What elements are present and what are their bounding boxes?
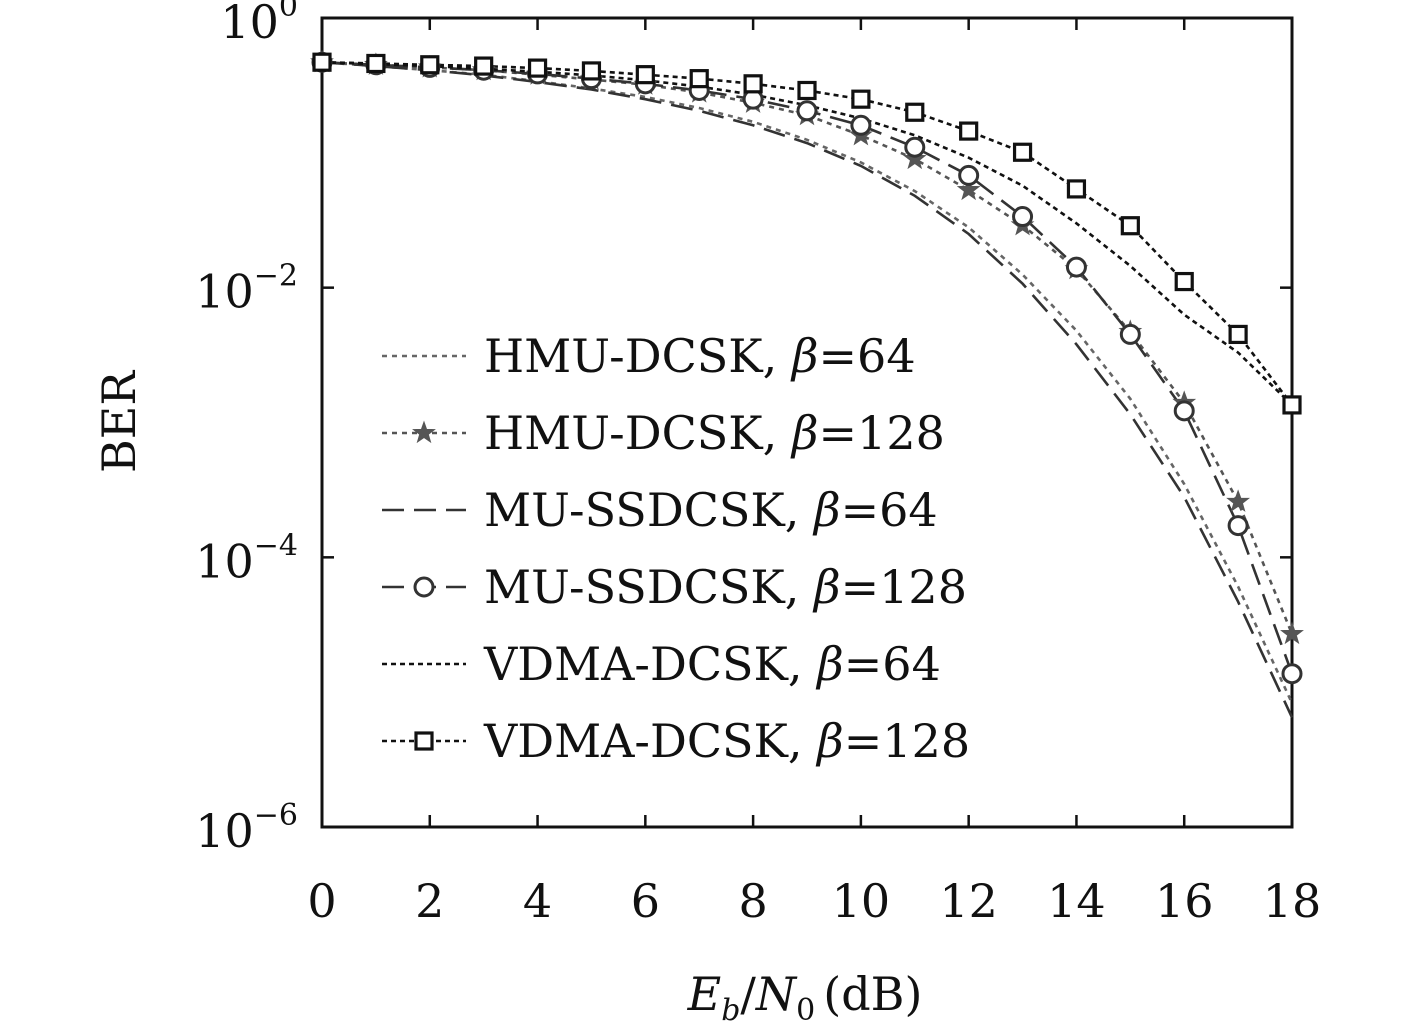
x-tick-label: 12 [939,874,998,928]
x-tick-label: 2 [415,874,444,928]
legend-label-6: VDMA-DCSK, β=128 [483,714,970,768]
legend: HMU-DCSK, β=64 HMU-DCSK, β=128 MU-SSDCSK, … [382,329,970,768]
data-point-square [743,74,763,94]
x-tick-label: 14 [1047,874,1106,928]
data-point-circle [1012,206,1034,228]
y-axis-title: BER [92,370,146,473]
data-point-circle [1173,400,1195,422]
data-point-square [1174,271,1194,292]
tick-marks [320,16,1294,829]
y-tick-labels: 100 10−2 10−4 10−6 [195,0,298,858]
data-point-star [1226,489,1251,512]
data-point-square [312,52,332,72]
series-lines [321,60,1294,718]
x-tick-label: 0 [307,874,336,928]
data-point-square [1282,395,1302,415]
series-markers [310,49,1304,685]
data-point-circle [1119,323,1141,345]
data-point-square [1228,324,1248,345]
y-tick-label: 10−4 [195,528,298,588]
legend-label-1: HMU-DCSK, β=64 [484,329,916,383]
data-point-square [414,731,434,751]
data-point-square [797,80,817,101]
data-point-circle [413,576,435,598]
y-tick-label: 10−6 [195,798,298,858]
data-point-star [902,146,927,170]
data-point-square [689,69,709,89]
legend-label-5: VDMA-DCSK, β=64 [483,637,941,691]
data-point-circle [904,136,926,158]
data-point-star [956,177,981,201]
legend-label-2: HMU-DCSK, β=128 [484,406,945,460]
data-point-circle [850,114,872,136]
x-axis-title-e: E [687,967,722,1021]
data-point-circle [958,164,980,186]
x-tick-label: 16 [1155,874,1214,928]
data-point-circle [1065,256,1087,278]
x-tick-label: 18 [1263,874,1322,928]
legend-label-4: MU-SSDCSK, β=128 [484,560,967,614]
x-axis-title-slash: / [740,967,756,1021]
data-point-star [412,420,436,444]
data-point-square [959,121,979,141]
data-point-square [366,53,386,74]
y-tick-label: 10−2 [195,259,298,319]
data-point-square [474,56,494,76]
x-axis-title-unit: (dB) [823,967,922,1021]
series-line-3 [321,60,1294,718]
x-tick-label: 4 [523,874,552,928]
data-point-square [1012,142,1033,162]
data-point-circle [796,100,818,122]
data-point-square [581,61,602,81]
x-tick-label: 10 [832,874,891,928]
data-point-square [635,65,655,85]
data-point-square [905,102,925,122]
data-point-square [1066,179,1087,199]
data-point-star [1280,621,1304,645]
data-point-circle [1227,515,1249,537]
legend-label-3: MU-SSDCSK, β=64 [484,483,938,537]
x-tick-label: 8 [738,874,767,928]
data-point-circle [1281,663,1303,685]
plot-frame [320,16,1294,829]
x-axis-title-sub-b: b [721,993,740,1028]
x-axis-title: Eb/N0 (dB) [687,967,923,1028]
x-axis-title-sub-0: 0 [796,993,815,1028]
x-tick-labels: 0 2 4 6 8 10 12 14 16 18 [307,874,1321,928]
data-point-square [527,58,548,78]
x-axis-title-n: N [755,967,798,1021]
data-point-square [420,55,440,75]
data-point-square [851,89,871,109]
y-tick-label: 100 [220,0,298,49]
x-tick-label: 6 [631,874,660,928]
data-point-square [1120,216,1140,236]
